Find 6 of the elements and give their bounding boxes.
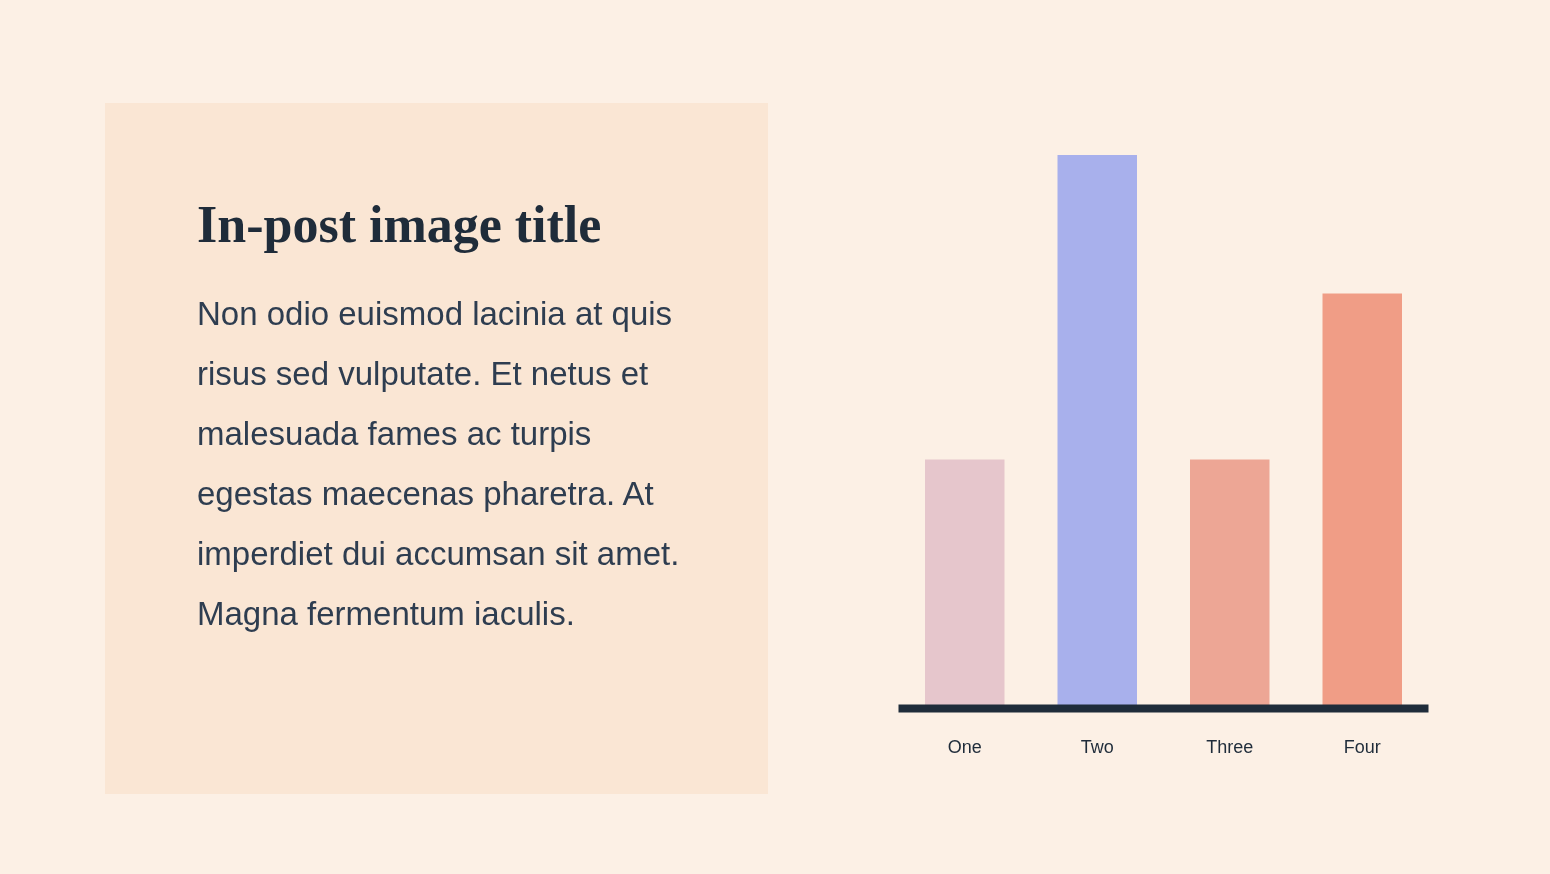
x-tick-label: One [947, 736, 982, 757]
x-tick-label: Two [1080, 736, 1114, 757]
x-tick-label: Four [1343, 736, 1381, 757]
text: Non odio euismod lacinia at quis risus sed vulputate. Et netus et malesuada fames ac turpis egestas maecenas pharetra. At imperdiet dui accumsan sit amet. Magna fermentum iaculis. [197, 294, 681, 635]
x-tick-label: Three [1206, 736, 1254, 757]
text: In-post image title [197, 195, 603, 255]
